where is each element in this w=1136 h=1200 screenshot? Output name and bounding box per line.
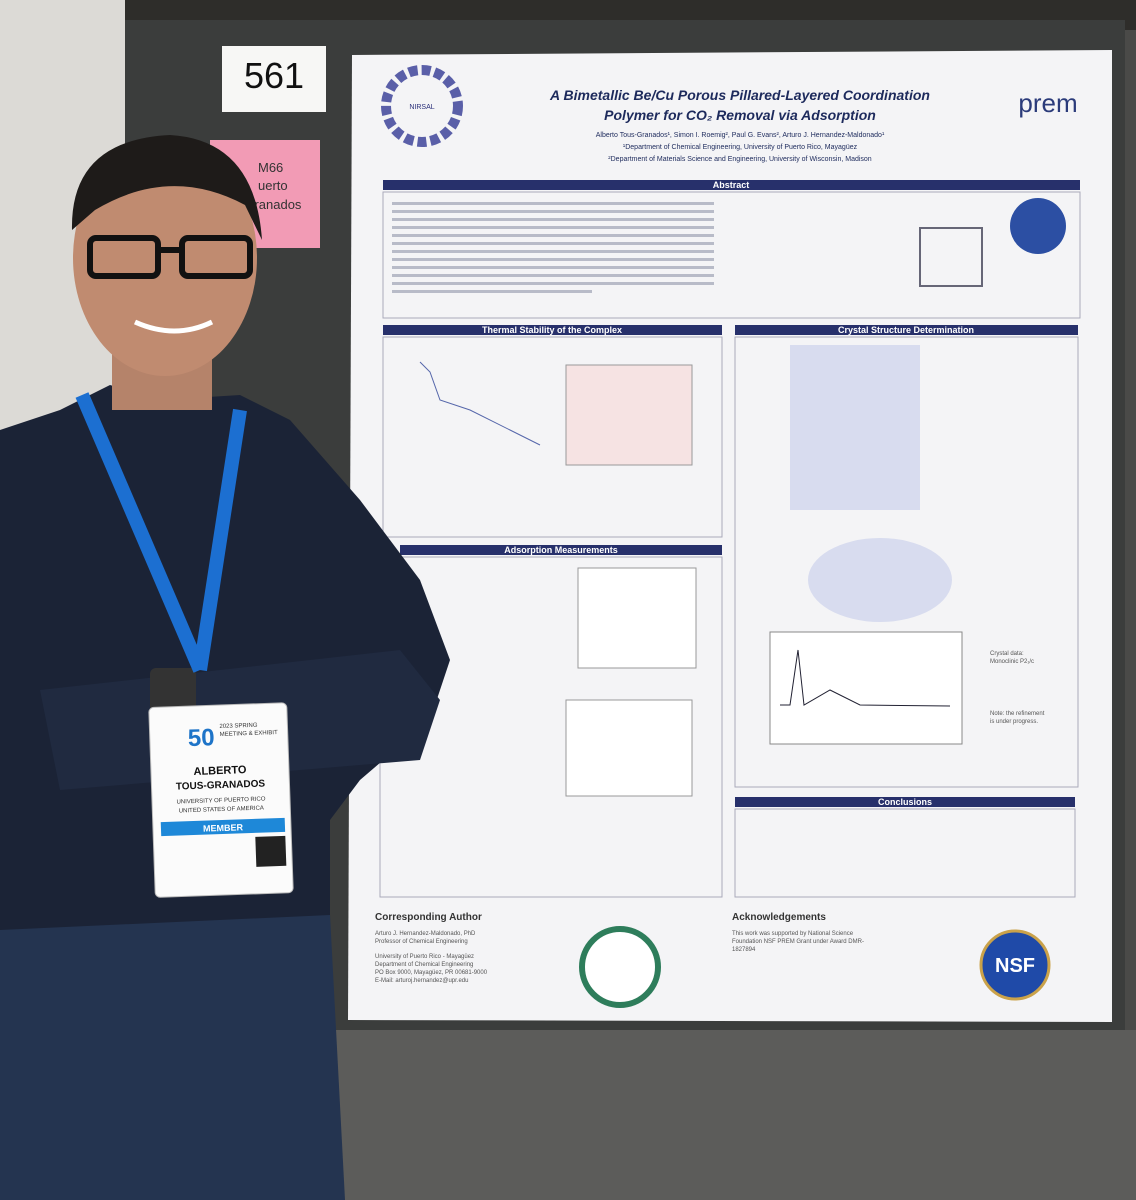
- section-box: [382, 191, 1081, 319]
- crystal-note: Monoclinic P2₁/c: [990, 659, 1034, 665]
- pxrd-curve: [780, 649, 951, 707]
- badge-last-name: TOUS-GRANADOS: [176, 778, 266, 792]
- badge-event: MEETING & EXHIBIT: [220, 730, 279, 738]
- selectivity-plot: [577, 567, 697, 669]
- nsf-logo: [979, 929, 1051, 1001]
- poster-title: Polymer for CO₂ Removal via Adsorption: [604, 107, 876, 123]
- jeans: [0, 915, 345, 1200]
- section-title: Abstract: [713, 180, 750, 190]
- nsf-text: NSF: [995, 955, 1035, 977]
- poster-title: A Bimetallic Be/Cu Porous Pillared-Layer…: [549, 87, 930, 103]
- hair: [71, 135, 262, 240]
- corresponding-line: Department of Chemical Engineering: [375, 962, 473, 968]
- logo-right: prem: [1018, 88, 1077, 118]
- cycle-plot: [565, 699, 693, 797]
- acknowledgements-line: Foundation NSF PREM Grant under Award DM…: [732, 939, 864, 945]
- badge-country: UNITED STATES OF AMERICA: [179, 806, 264, 815]
- section-bar: [735, 797, 1075, 807]
- acknowledgements-line: This work was supported by National Scie…: [732, 931, 854, 937]
- section-box: [734, 808, 1076, 898]
- booth-number: 561: [244, 55, 304, 96]
- tga-curve: [419, 361, 541, 446]
- badge: 50 2023 SPRING MEETING & EXHIBIT ALBERTO…: [148, 702, 294, 898]
- crystal-structure: [808, 538, 952, 622]
- corresponding-heading: Corresponding Author: [375, 912, 482, 923]
- logo-left: [381, 65, 463, 147]
- floor: [300, 1030, 1136, 1200]
- section-title: Adsorption Measurements: [504, 545, 618, 555]
- section-box: [734, 336, 1079, 788]
- corresponding-line: E-Mail: arturoj.hernandez@upr.edu: [375, 978, 468, 984]
- face: [73, 140, 257, 376]
- booth-card: [222, 46, 326, 112]
- pink-sign-text: uerto: [258, 178, 288, 193]
- poster: [348, 50, 1112, 1022]
- section-title: Thermal Stability of the Complex: [482, 325, 622, 335]
- corresponding-line: University of Puerto Rico - Mayagüez: [375, 954, 474, 960]
- badge-event: 2023 SPRING: [219, 723, 258, 730]
- section-title: Conclusions: [878, 797, 932, 807]
- crystal-structure: [790, 345, 920, 510]
- corresponding-line: Arturo J. Hernandez-Maldonado, PhD: [375, 931, 476, 937]
- acknowledgements-line: 1827894: [732, 947, 756, 953]
- framework-figure: [919, 227, 983, 287]
- shirt: [0, 385, 450, 940]
- corresponding-line: Professor of Chemical Engineering: [375, 939, 468, 945]
- section-title: Crystal Structure Determination: [838, 325, 974, 335]
- abstract-text: [392, 202, 714, 293]
- pxrd-plot: [769, 631, 963, 745]
- poster-authors: Alberto Tous-Granados¹, Simon I. Roemig²…: [596, 132, 885, 139]
- crystal-note: Crystal data:: [990, 651, 1024, 657]
- badge-role: MEMBER: [203, 822, 244, 833]
- pink-sign-text: M66: [258, 160, 283, 175]
- section-bar: [383, 180, 1080, 190]
- xrd-plot: [565, 364, 693, 466]
- badge-qr: [255, 835, 287, 867]
- section-bar: [383, 325, 722, 335]
- badge-anniversary: 50: [187, 724, 215, 752]
- poster-affiliation: ²Department of Materials Science and Eng…: [608, 156, 872, 163]
- logo-left-text: NIRSAL: [409, 104, 434, 111]
- badge-organization: UNIVERSITY OF PUERTO RICO: [176, 796, 266, 805]
- lanyard: [75, 392, 247, 673]
- glasses: [87, 235, 253, 279]
- watch: [150, 668, 196, 712]
- section-box: [382, 336, 723, 538]
- section-bar: [735, 325, 1078, 335]
- badge-role-bar: [160, 817, 286, 837]
- crystal-note: Note: the refinement: [990, 711, 1045, 717]
- smile: [133, 319, 214, 334]
- crystal-note: is under progress.: [990, 719, 1038, 725]
- acknowledgements-heading: Acknowledgements: [732, 912, 826, 923]
- section-bar: [400, 545, 722, 555]
- corresponding-line: PO Box 9000, Mayagüez, PR 00681-9000: [375, 970, 488, 976]
- abstract-image: [1010, 198, 1066, 254]
- university-seal: [579, 926, 661, 1008]
- poster-affiliation: ¹Department of Chemical Engineering, Uni…: [623, 144, 858, 151]
- badge-first-name: ALBERTO: [193, 764, 247, 778]
